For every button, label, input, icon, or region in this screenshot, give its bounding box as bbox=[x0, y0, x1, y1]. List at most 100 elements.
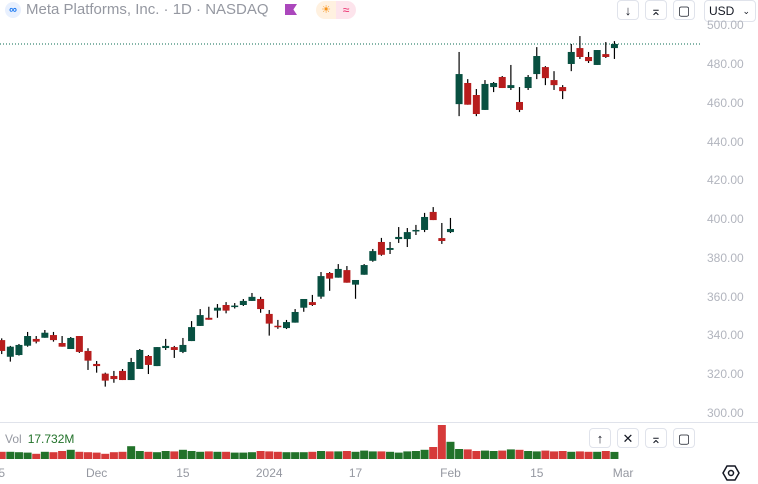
candle-body bbox=[15, 344, 23, 356]
candle-body bbox=[170, 347, 178, 350]
volume-bar bbox=[394, 452, 403, 459]
candle-body bbox=[550, 80, 558, 86]
price-axis-label: 420.00 bbox=[707, 173, 744, 188]
volume-bar bbox=[282, 452, 291, 459]
volume-bar bbox=[610, 451, 619, 459]
time-axis-label: 5 bbox=[0, 466, 6, 480]
symbol-title[interactable]: Meta Platforms, Inc. · 1D · NASDAQ bbox=[26, 1, 269, 18]
market-status-badge[interactable]: ☀ ≈ bbox=[316, 1, 356, 19]
close-icon: ✕ bbox=[622, 431, 634, 446]
candle-body bbox=[421, 216, 429, 230]
price-axis-label: 380.00 bbox=[707, 250, 744, 265]
collapse-button[interactable]: ⌅ bbox=[645, 0, 667, 20]
volume-bar bbox=[265, 451, 274, 459]
candle-body bbox=[464, 82, 472, 105]
fullscreen-button[interactable]: ▢ bbox=[673, 0, 695, 20]
chevron-down-icon: ⌄ bbox=[742, 6, 750, 16]
volume-bar bbox=[84, 452, 92, 459]
volume-bar bbox=[109, 452, 118, 459]
volume-bar bbox=[127, 446, 136, 459]
candle-body bbox=[248, 296, 256, 301]
price-axis-label: 480.00 bbox=[707, 56, 744, 71]
candle-body bbox=[93, 363, 101, 367]
arrow-down-button[interactable]: ↓ bbox=[617, 0, 639, 20]
volume-bar bbox=[524, 451, 533, 459]
price-axis-label: 340.00 bbox=[707, 328, 744, 343]
volume-bar bbox=[196, 451, 205, 459]
candle-body bbox=[188, 327, 196, 342]
flag-icon[interactable] bbox=[285, 4, 297, 15]
volume-bar bbox=[135, 451, 144, 459]
volume-bar bbox=[334, 451, 343, 459]
volume-bar bbox=[144, 451, 153, 459]
volume-bar bbox=[593, 451, 602, 459]
candle-body bbox=[239, 300, 247, 305]
volume-bar bbox=[472, 451, 481, 459]
volume-bar bbox=[411, 451, 420, 459]
candle-body bbox=[429, 211, 437, 221]
close-pane-button[interactable]: ✕ bbox=[617, 428, 639, 448]
price-axis-label: 460.00 bbox=[707, 95, 744, 110]
volume-legend: Vol 17.732M bbox=[5, 432, 74, 446]
volume-label: Vol bbox=[5, 432, 22, 446]
pane-separator[interactable] bbox=[0, 422, 758, 423]
candle-body bbox=[481, 83, 489, 110]
volume-bar bbox=[498, 450, 507, 459]
currency-select[interactable]: USD ⌄ bbox=[704, 0, 756, 22]
candle-body bbox=[41, 332, 49, 338]
fullscreen-icon: ▢ bbox=[677, 3, 691, 18]
arrow-up-icon: ↑ bbox=[596, 431, 604, 446]
volume-bar bbox=[601, 451, 610, 459]
candle-body bbox=[213, 307, 221, 311]
candle-body bbox=[403, 232, 411, 240]
candle-body bbox=[360, 265, 368, 275]
candle-body bbox=[136, 349, 144, 369]
candle-body bbox=[153, 347, 161, 367]
candle-body bbox=[308, 302, 316, 305]
candle-body bbox=[144, 355, 152, 365]
volume-bar bbox=[429, 447, 438, 459]
price-axis-label: 300.00 bbox=[707, 406, 744, 420]
candle-body bbox=[472, 95, 480, 115]
candle-body bbox=[446, 228, 454, 233]
volume-bar bbox=[204, 451, 213, 459]
volume-bar bbox=[455, 449, 464, 459]
candle-body bbox=[516, 101, 523, 110]
price-axis-label: 360.00 bbox=[707, 289, 744, 304]
waves-icon: ≈ bbox=[336, 1, 356, 19]
volume-bar bbox=[584, 451, 593, 459]
volume-bar bbox=[368, 451, 377, 459]
candle-body bbox=[282, 322, 290, 329]
candle-body bbox=[326, 273, 334, 279]
fullscreen-icon: ▢ bbox=[677, 431, 691, 446]
move-pane-up-button[interactable]: ↑ bbox=[589, 428, 611, 448]
volume-bar bbox=[187, 451, 196, 459]
volume-bar bbox=[532, 451, 541, 459]
volume-bar bbox=[541, 450, 550, 459]
candle-body bbox=[222, 304, 230, 311]
candle-body bbox=[498, 76, 506, 89]
volume-bar bbox=[247, 452, 256, 459]
time-axis-label: Mar bbox=[612, 466, 634, 480]
volume-bar bbox=[256, 451, 265, 459]
volume-value: 17.732M bbox=[27, 432, 75, 446]
maximize-pane-button[interactable]: ▢ bbox=[673, 428, 695, 448]
candle-body bbox=[377, 241, 385, 255]
candle-body bbox=[585, 56, 593, 62]
volume-bar bbox=[463, 449, 472, 459]
candle-body bbox=[369, 251, 377, 261]
candle-body bbox=[343, 270, 351, 283]
volume-bar bbox=[558, 451, 567, 459]
candle-body bbox=[438, 238, 446, 242]
collapse-pane-button[interactable]: ⌅ bbox=[645, 428, 667, 448]
volume-bar bbox=[299, 452, 308, 459]
settings-gear-icon[interactable] bbox=[722, 464, 740, 482]
volume-bar bbox=[118, 451, 127, 459]
volume-bar bbox=[291, 452, 300, 459]
candle-body bbox=[257, 298, 265, 310]
candle-body bbox=[559, 87, 567, 92]
volume-bar bbox=[351, 451, 360, 459]
time-axis-label: Dec bbox=[85, 466, 108, 480]
candle-body bbox=[58, 343, 66, 347]
